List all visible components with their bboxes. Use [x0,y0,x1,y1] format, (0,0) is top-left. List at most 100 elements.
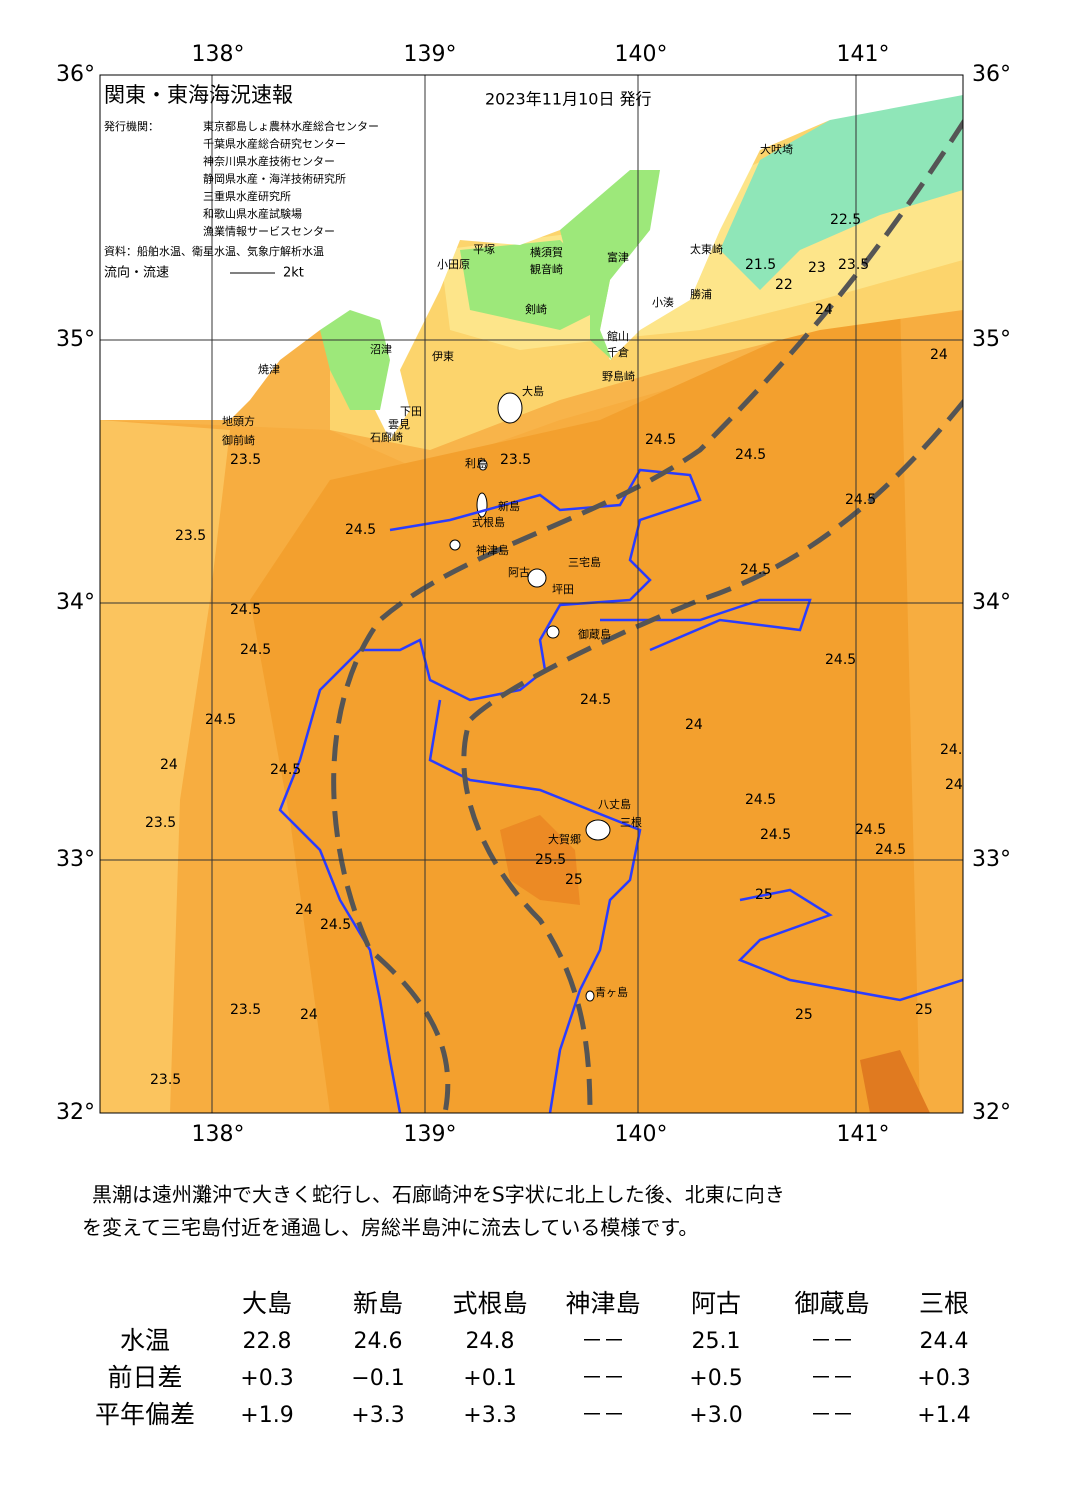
contour-label: 23.5 [838,257,869,273]
issuer: 神奈川県水産技術センター [203,154,335,168]
lat-label: 34° [972,590,1011,615]
contour-label: 25 [915,1002,933,1018]
issuer: 三重県水産研究所 [203,189,291,203]
issuer-label: 発行機関： [104,119,159,133]
issuer: 静岡県水産・海洋技術研究所 [203,172,346,186]
contour-label: 24.5 [645,432,676,448]
map-area: 関東・東海海況速報 2023年11月10日 発行 発行機関： 資料：船舶水温、衛… [100,75,963,1113]
map-frame [99,74,964,1114]
place-name: 横須賀 [530,245,563,259]
lon-label: 141° [837,1122,890,1147]
table-cell: －－ [581,1403,625,1428]
place-name: 坪田 [552,583,574,596]
contour-label: 24.5 [735,447,766,463]
contour-label: 24.5 [230,602,261,618]
place-name: 石廊崎 [370,430,403,444]
summary-line: を変えて三宅島付近を通過し、房総半島沖に流去している模様です。 [82,1216,698,1240]
table-cell: +3.3 [463,1403,516,1428]
table-cell: 24.8 [466,1329,515,1354]
place-name: 沼津 [370,342,392,356]
table-cell: +0.3 [917,1366,970,1391]
lon-label: 140° [615,42,668,67]
table-cell: 24.4 [920,1329,969,1354]
izu-coast [320,310,390,410]
place-name: 剣崎 [525,302,547,316]
place-name: 下田 [400,405,422,418]
lat-label: 32° [56,1100,95,1125]
lat-label: 35° [56,327,95,352]
lat-label: 32° [972,1100,1011,1125]
contour-label: 24.5 [740,562,771,578]
contour-label: 23.5 [150,1072,181,1088]
islands [449,392,611,1002]
lon-label: 141° [837,42,890,67]
row-label: 水温 [120,1326,170,1355]
sea-core [250,300,920,1113]
table-cell: +1.9 [240,1403,293,1428]
boso-coast [560,170,660,360]
contour-label: 24 [815,302,833,318]
table-header: 式根島 [452,1289,527,1318]
table-header: 神津島 [565,1289,640,1318]
map-labels: 東京都島しょ農林水産総合センター千葉県水産総合研究センター神奈川県水産技術センタ… [145,119,963,1088]
lat-label: 33° [972,847,1011,872]
coast-cyan [720,85,963,290]
lon-label: 140° [615,1122,668,1147]
contour-label: 25.5 [535,852,566,868]
place-name: 小田原 [437,258,470,271]
contour-label: 22 [775,277,793,293]
table-cell: 22.8 [243,1329,292,1354]
summary-line: 黒潮は遠州灘沖で大きく蛇行し、石廊崎沖をS字状に北上した後、北東に向き [92,1183,785,1207]
lon-label: 139° [404,1122,457,1147]
contour-label: 24 [300,1007,318,1023]
lat-label: 36° [56,62,95,87]
contour-label: 22.5 [830,212,861,228]
place-name: 三根 [620,815,642,829]
contour-label: 25 [755,887,773,903]
place-name: 千倉 [607,345,629,359]
contour-label: 23.5 [230,452,261,468]
contour-label: 24.5 [825,652,856,668]
place-name: 勝浦 [690,287,712,301]
place-name: 大島 [522,384,544,398]
place-name: 富津 [607,250,629,264]
table-cell: －－ [810,1366,854,1391]
table-cell: +3.3 [351,1403,404,1428]
place-name: 神津島 [476,543,509,557]
contour-label: 24 [160,757,178,773]
contour-label: 24 [685,717,703,733]
contour-label: 24.5 [745,792,776,808]
table-cell: −0.1 [351,1366,404,1391]
place-name: 利島 [465,456,487,470]
sea-west [100,420,230,1113]
place-name: 伊東 [432,350,454,363]
contour-label: 24 [930,347,948,363]
table-header: 新島 [353,1289,403,1318]
place-name: 館山 [607,329,629,343]
axes: 138° 138° 139° 139° 140° 140° 141° 141° 36° 36° 35… [56,42,1011,1147]
place-name: 御蔵島 [578,627,611,641]
place-name: 焼津 [258,363,280,376]
table-header: 阿古 [691,1289,741,1318]
place-name: 青ヶ島 [595,985,628,999]
table-header: 大島 [242,1289,292,1318]
place-name: 式根島 [472,515,505,529]
contour-label: 24 [295,902,313,918]
kuroshio-axis [331,118,963,1113]
land [100,75,963,440]
issuer: 千葉県水産総合研究センター [203,137,346,151]
place-name: 地頭方 [222,414,255,428]
lat-label: 34° [56,590,95,615]
contour-label: 24.5 [855,822,886,838]
place-name: 新島 [498,499,520,513]
lon-label: 139° [404,42,457,67]
table-cell: +3.0 [689,1403,742,1428]
place-name: 御前崎 [222,433,255,447]
issuer: 東京都島しょ農林水産総合センター [203,119,379,133]
flow-legend: 流向・流速 [104,265,169,281]
place-name: 八丈島 [598,797,631,811]
contour-label: 24.5 [760,827,791,843]
place-name: 平塚 [473,243,495,256]
